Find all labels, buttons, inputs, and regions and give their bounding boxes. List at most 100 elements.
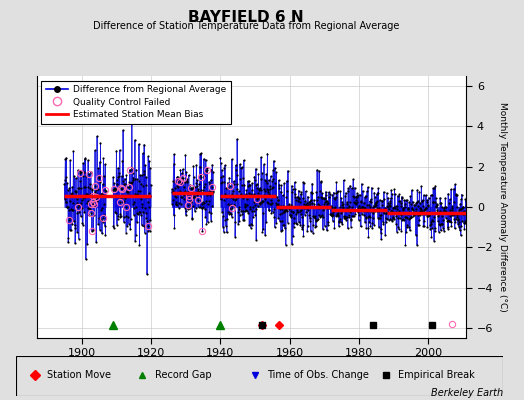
Point — [172, 200, 181, 207]
Point — [265, 177, 273, 183]
Point — [177, 200, 185, 207]
Point — [272, 220, 280, 226]
Point — [216, 154, 224, 161]
Point — [336, 207, 344, 214]
Point — [284, 203, 292, 209]
Point — [279, 222, 288, 228]
Point — [76, 168, 84, 174]
Point — [288, 241, 296, 248]
Point — [111, 187, 119, 194]
Point — [445, 200, 453, 206]
Point — [135, 141, 143, 147]
Point — [336, 219, 345, 225]
Point — [132, 204, 140, 210]
Point — [133, 219, 141, 225]
Point — [312, 223, 320, 229]
Point — [461, 218, 470, 224]
Point — [427, 221, 435, 227]
Point — [292, 221, 301, 228]
Point — [456, 232, 465, 238]
Point — [141, 204, 149, 211]
Point — [72, 196, 81, 202]
Point — [242, 191, 250, 197]
Point — [111, 184, 119, 191]
Point — [302, 202, 310, 208]
Point — [143, 218, 151, 224]
Point — [350, 213, 358, 220]
Point — [393, 203, 401, 209]
Point — [227, 202, 235, 208]
Point — [361, 219, 369, 226]
Point — [95, 215, 104, 221]
Point — [348, 207, 357, 214]
Point — [447, 203, 456, 209]
Point — [136, 209, 144, 215]
Point — [84, 157, 92, 163]
Point — [325, 194, 333, 200]
Point — [325, 203, 334, 210]
Point — [369, 202, 378, 209]
Point — [408, 187, 416, 193]
Point — [404, 204, 412, 211]
Point — [420, 206, 429, 213]
Point — [342, 190, 350, 196]
Point — [364, 184, 372, 190]
Point — [195, 172, 204, 179]
Point — [335, 218, 343, 224]
Point — [170, 212, 178, 218]
Point — [70, 173, 79, 179]
Point — [254, 190, 262, 196]
Point — [122, 204, 130, 210]
Point — [289, 233, 297, 240]
Point — [321, 196, 330, 202]
Point — [249, 204, 257, 210]
Point — [79, 160, 88, 166]
Point — [457, 196, 465, 203]
Point — [339, 203, 347, 210]
Point — [222, 185, 231, 191]
Point — [259, 226, 267, 232]
Point — [393, 206, 401, 212]
Point — [384, 200, 392, 206]
Point — [399, 204, 407, 211]
Point — [328, 210, 336, 217]
Point — [324, 219, 333, 226]
Point — [186, 205, 194, 211]
Point — [122, 213, 130, 220]
Point — [380, 196, 388, 203]
Point — [194, 204, 203, 210]
Point — [128, 165, 136, 172]
Point — [254, 170, 263, 177]
Point — [169, 161, 178, 167]
Point — [441, 195, 450, 201]
Point — [144, 223, 152, 229]
Point — [259, 191, 268, 198]
Point — [219, 172, 227, 179]
Point — [375, 205, 384, 212]
Point — [171, 184, 180, 191]
Point — [324, 189, 333, 195]
Text: Time of Obs. Change: Time of Obs. Change — [267, 370, 368, 380]
Point — [145, 228, 154, 234]
Point — [383, 216, 391, 222]
Point — [320, 201, 329, 208]
Point — [380, 206, 389, 213]
Point — [406, 227, 414, 234]
Point — [343, 204, 352, 211]
Point — [67, 191, 75, 198]
Point — [351, 200, 359, 206]
Point — [113, 177, 122, 183]
Point — [339, 205, 347, 211]
Point — [354, 205, 362, 212]
Point — [309, 213, 318, 219]
Point — [297, 206, 305, 213]
Point — [356, 206, 365, 213]
Point — [457, 191, 466, 198]
Point — [114, 174, 122, 180]
Point — [373, 204, 381, 211]
Point — [80, 184, 88, 190]
Point — [405, 215, 413, 222]
Point — [221, 190, 229, 197]
Point — [129, 200, 137, 207]
Point — [93, 197, 102, 204]
